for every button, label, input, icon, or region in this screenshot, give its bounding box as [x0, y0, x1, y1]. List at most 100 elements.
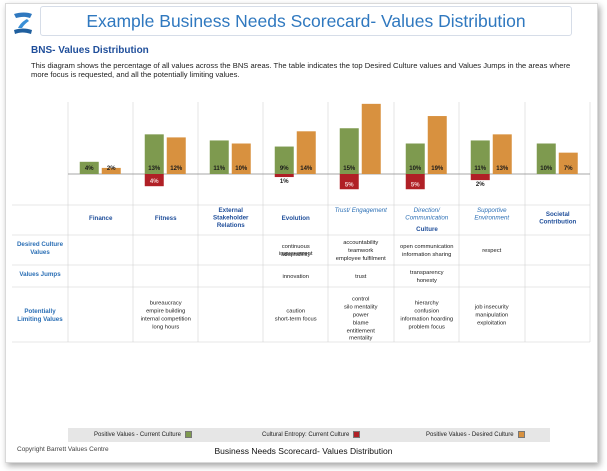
bar-desired-6	[427, 116, 447, 174]
bar-current-5	[339, 128, 359, 174]
bar-label-current-4: 9%	[280, 166, 289, 172]
table-cell-value: transparency	[410, 270, 444, 276]
bar-current-4	[274, 146, 294, 174]
table-cell-value: entitlement	[347, 329, 376, 335]
category-header-6: Direction/	[414, 207, 441, 214]
category-header-3: External	[219, 207, 244, 214]
category-header-2: Fitness	[155, 215, 177, 222]
bar-current-2	[144, 134, 164, 174]
bar-label-desired-2: 12%	[170, 166, 183, 172]
table-cell-value: short-term focus	[275, 317, 317, 323]
legend-swatch-positive-desired	[517, 431, 525, 438]
table-cell-value: problem focus	[409, 325, 446, 331]
bar-label-current-6: 10%	[409, 166, 422, 172]
bar-entropy-5	[339, 174, 359, 190]
bar-current-6	[405, 143, 425, 174]
table-cell-value: innovation	[283, 274, 309, 280]
bar-current-1	[79, 161, 99, 174]
category-header-5: Trust/ Engagement	[335, 207, 387, 214]
table-cell-value: long hours	[152, 325, 179, 331]
row-header-limiting-2: Limiting Values	[17, 316, 63, 323]
table-cell-value: accountability	[343, 240, 378, 246]
page-title: Example Business Needs Scorecard- Values…	[86, 11, 526, 31]
bar-desired-4	[296, 131, 316, 174]
legend-item-entropy: Cultural Entropy: Current Culture	[262, 431, 361, 438]
bar-label-desired-7: 13%	[496, 166, 509, 172]
table-cell-value: continuous	[282, 244, 310, 250]
bar-label-desired-6: 19%	[431, 166, 444, 172]
bar-desired-5	[361, 103, 381, 174]
bar-entropy-7	[470, 174, 490, 181]
bar-label-current-5: 15%	[343, 166, 356, 172]
table-cell-value: teamwork	[348, 248, 373, 254]
bar-desired-3	[231, 143, 251, 174]
bar-desired-1	[101, 167, 121, 174]
category-header-4: Evolution	[282, 215, 310, 222]
table-cell-value: information sharing	[402, 252, 451, 258]
category-header-3: Relations	[217, 222, 245, 229]
table-cell-value: internal competition	[141, 317, 191, 323]
bar-label-current-2: 13%	[148, 166, 161, 172]
table-cell-value: blame	[353, 321, 369, 327]
table-cell-value: improvement	[279, 251, 313, 257]
category-header-6: Communication	[405, 215, 449, 222]
table-cell-value: information hoarding	[400, 317, 453, 323]
bar-label-current-8: 10%	[540, 166, 553, 172]
table-cell-value: silo mentality	[344, 305, 378, 311]
table-cell-value: adaptability	[281, 252, 310, 258]
legend-item-positive-current: Positive Values - Current Culture	[94, 431, 192, 438]
table-cell-value: manipulation	[475, 313, 508, 319]
bar-label-current-7: 11%	[474, 166, 486, 172]
table-cell-value: hierarchy	[415, 301, 439, 307]
category-header-3: Stakeholder	[213, 215, 249, 222]
legend-swatch-positive-current	[184, 431, 192, 438]
bar-entropy-4	[274, 174, 294, 178]
chart-description: This diagram shows the percentage of all…	[31, 61, 571, 79]
bar-label-entropy-2: 4%	[150, 179, 159, 185]
bar-label-current-1: 4%	[85, 166, 94, 172]
table-cell-value: caution	[286, 309, 305, 315]
row-header-desired-2: Values	[30, 249, 50, 256]
category-header-1: Finance	[89, 215, 113, 222]
table-cell-value: bureaucracy	[150, 301, 182, 307]
bar-label-desired-4: 14%	[300, 166, 313, 172]
table-cell-value: open communication	[400, 244, 454, 250]
bar-desired-2	[166, 137, 186, 174]
bar-label-desired-3: 10%	[235, 166, 248, 172]
page-frame	[5, 3, 598, 463]
table-cell-value: control	[352, 297, 369, 303]
bar-label-entropy-6: 5%	[411, 182, 420, 188]
bar-label-entropy-7: 2%	[476, 182, 485, 188]
footer-caption: Business Needs Scorecard- Values Distrib…	[214, 446, 393, 456]
bar-label-desired-1: 2%	[107, 166, 116, 172]
bar-label-entropy-5: 5%	[345, 182, 354, 188]
bar-current-7	[470, 140, 490, 174]
table-cell-value: mentality	[349, 336, 372, 342]
bar-entropy-6	[405, 174, 425, 190]
table-cell-value: power	[353, 313, 369, 319]
bar-entropy-2	[144, 174, 164, 187]
bar-label-entropy-4: 1%	[280, 179, 289, 185]
category-header-7: Environment	[474, 215, 509, 222]
legend: Positive Values - Current Culture Cultur…	[68, 428, 550, 442]
row-header-desired: Desired Culture	[17, 241, 64, 248]
table-cell-value: respect	[482, 248, 501, 254]
table-cell-value: honesty	[417, 278, 437, 284]
title-bar: Example Business Needs Scorecard- Values…	[40, 6, 572, 36]
table-cell-value: trust	[355, 274, 367, 280]
section-subtitle: BNS- Values Distribution	[31, 45, 149, 56]
barrett-logo-icon	[14, 12, 32, 34]
table-cell-value: empire building	[146, 309, 185, 315]
legend-item-positive-desired: Positive Values - Desired Culture	[426, 431, 525, 438]
row-header-jumps: Values Jumps	[19, 271, 61, 278]
bar-current-3	[209, 140, 229, 174]
bar-desired-8	[558, 152, 578, 174]
table-cell-value: employee fulfilment	[336, 256, 386, 262]
table-cell-value: job insecurity	[474, 305, 509, 311]
table-cell-value: exploitation	[477, 321, 506, 327]
category-header-8: Societal	[546, 211, 570, 218]
bar-label-current-3: 11%	[213, 166, 225, 172]
table-cell-value: confusion	[414, 309, 439, 315]
bar-label-desired-8: 7%	[564, 166, 573, 172]
